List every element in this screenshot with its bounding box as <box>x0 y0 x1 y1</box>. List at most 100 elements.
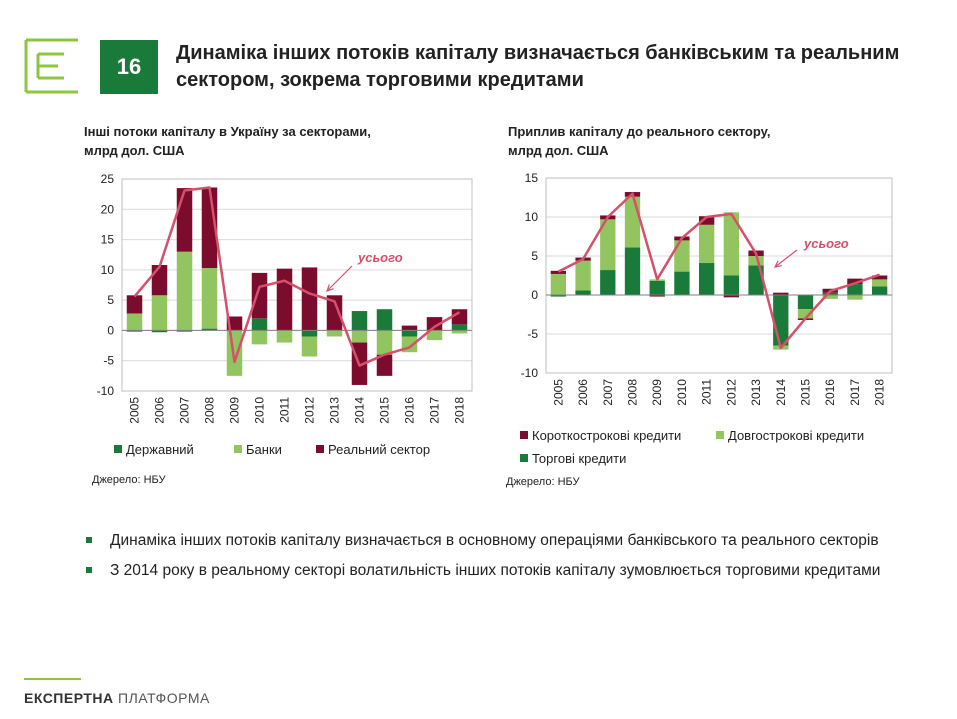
y-tick-label: -10 <box>97 384 115 398</box>
expert-platform-logo <box>24 38 78 94</box>
bar-segment <box>401 325 418 331</box>
legend-item: Торгові кредити <box>520 451 626 466</box>
bar-segment <box>351 311 368 331</box>
bar-segment <box>451 309 468 325</box>
slide-number-badge: 16 <box>100 40 158 94</box>
bar-segment <box>126 313 143 331</box>
bar-segment <box>326 330 343 337</box>
bar-segment <box>376 330 393 355</box>
x-tick-label: 2015 <box>378 397 392 424</box>
legend-swatch <box>716 431 724 439</box>
left-chart-title-line1: Інші потоки капіталу в Україну за сектор… <box>84 124 371 139</box>
bar-segment <box>376 309 393 331</box>
left-chart-source: Джерело: НБУ <box>92 474 166 486</box>
x-tick-label: 2005 <box>128 397 142 424</box>
bar-segment <box>426 317 443 331</box>
bar-segment <box>151 295 168 331</box>
bullet-item: З 2014 року в реальному секторі волатиль… <box>86 560 894 581</box>
annotation-arrowhead <box>326 284 334 292</box>
legend-item: Державний <box>114 442 194 457</box>
x-tick-label: 2010 <box>253 397 267 424</box>
x-tick-label: 2007 <box>178 397 192 424</box>
right-chart-title: Приплив капіталу до реального сектору, м… <box>508 122 771 160</box>
bar-segment <box>251 330 268 345</box>
y-tick-label: 20 <box>101 202 115 216</box>
bar-segment <box>276 268 293 331</box>
left-chart-title-line2: млрд дол. США <box>84 143 185 158</box>
y-tick-label: 15 <box>101 233 115 247</box>
x-tick-label: 2016 <box>403 397 417 424</box>
bullet-text: З 2014 року в реальному секторі волатиль… <box>110 562 881 579</box>
legend-swatch <box>520 431 528 439</box>
bar-segment <box>426 330 443 341</box>
bar-segment <box>301 336 318 357</box>
y-tick-label: -5 <box>103 354 114 368</box>
bar-segment <box>451 330 468 334</box>
legend-label: Короткострокові кредити <box>532 428 682 443</box>
annotation-arrow <box>326 265 353 292</box>
bar-segment <box>151 265 168 296</box>
x-tick-label: 2011 <box>278 397 292 423</box>
x-tick-label: 2013 <box>328 397 342 424</box>
right-chart-source: Джерело: НБУ <box>506 476 580 488</box>
legend-swatch <box>520 454 528 462</box>
footer-brand-light: ПЛАТФОРМА <box>118 690 210 706</box>
x-tick-label: 2006 <box>153 397 167 424</box>
x-tick-label: 2014 <box>353 397 367 424</box>
legend-label: Реальний сектор <box>328 442 431 457</box>
x-tick-label: 2009 <box>228 397 242 424</box>
legend-item: Реальний сектор <box>316 442 430 457</box>
right-chart-title-line1: Приплив капіталу до реального сектору, <box>508 124 771 139</box>
bar-segment <box>351 330 368 343</box>
bar-segment <box>176 188 193 252</box>
left-chart-title: Інші потоки капіталу в Україну за сектор… <box>84 122 371 160</box>
total-series-line <box>133 186 461 367</box>
bar-segment <box>401 330 418 337</box>
bar-segment <box>451 324 468 331</box>
footer-brand: ЕКСПЕРТНА ПЛАТФОРМА <box>24 690 210 706</box>
bar-segment <box>276 330 293 343</box>
bullet-item: Динаміка інших потоків капіталу визначає… <box>86 530 894 551</box>
legend-label: Торгові кредити <box>532 451 627 466</box>
legend-item: Банки <box>234 442 282 457</box>
bar-segment <box>301 330 318 337</box>
x-tick-label: 2008 <box>203 397 217 424</box>
y-tick-label: 10 <box>101 263 115 277</box>
y-tick-label: 25 <box>101 172 115 186</box>
bar-segment <box>126 330 143 332</box>
legend-swatch <box>114 445 122 453</box>
footer-divider <box>24 678 81 680</box>
bullet-square-icon <box>86 567 92 573</box>
bar-segment <box>326 295 343 331</box>
total-annotation-label: усього <box>357 250 403 265</box>
legend-label: Державний <box>126 442 194 457</box>
bullet-list: Динаміка інших потоків капіталу визначає… <box>86 530 894 590</box>
x-tick-label: 2012 <box>303 397 317 424</box>
bar-segment <box>301 267 318 331</box>
x-tick-label: 2017 <box>428 397 442 424</box>
bar-segment <box>201 328 218 331</box>
bar-segment <box>251 272 268 319</box>
bar-segment <box>176 251 193 331</box>
legend-item: Короткострокові кредити <box>520 428 681 443</box>
legend-swatch <box>234 445 242 453</box>
legend-label: Довгострокові кредити <box>728 428 865 443</box>
bar-segment <box>251 318 268 331</box>
right-chart-title-line2: млрд дол. США <box>508 143 609 158</box>
bar-segment <box>376 354 393 376</box>
bar-segment <box>151 330 168 333</box>
slide-title: Динаміка інших потоків капіталу визначає… <box>176 42 900 91</box>
bar-segment <box>176 330 193 332</box>
bar-segment <box>126 295 143 314</box>
y-tick-label: 0 <box>107 323 114 337</box>
plot-frame <box>121 178 473 392</box>
x-tick-label: 2018 <box>453 397 467 424</box>
bullet-square-icon <box>86 537 92 543</box>
y-tick-label: 5 <box>107 293 114 307</box>
legend-label: Банки <box>246 442 282 457</box>
footer-brand-bold: ЕКСПЕРТНА <box>24 690 114 706</box>
legend-swatch <box>316 445 324 453</box>
legend-item: Довгострокові кредити <box>716 428 864 443</box>
bullet-text: Динаміка інших потоків капіталу визначає… <box>110 532 879 549</box>
